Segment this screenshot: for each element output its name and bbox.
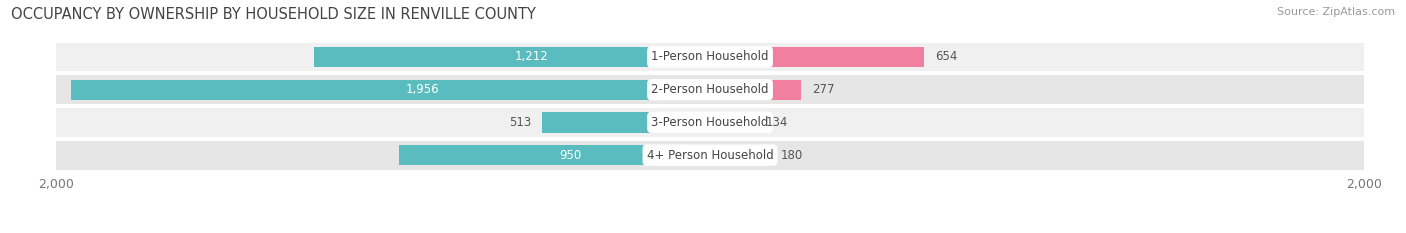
Text: 654: 654 bbox=[935, 50, 957, 63]
Bar bbox=[543, 112, 710, 133]
Text: 3-Person Household: 3-Person Household bbox=[651, 116, 769, 129]
Bar bbox=[710, 112, 754, 133]
Text: 1,212: 1,212 bbox=[515, 50, 548, 63]
Bar bbox=[56, 108, 1364, 137]
Bar bbox=[710, 145, 769, 165]
Text: 1,956: 1,956 bbox=[405, 83, 439, 96]
Bar bbox=[70, 79, 710, 100]
Bar bbox=[710, 47, 924, 67]
Text: 134: 134 bbox=[765, 116, 787, 129]
Text: OCCUPANCY BY OWNERSHIP BY HOUSEHOLD SIZE IN RENVILLE COUNTY: OCCUPANCY BY OWNERSHIP BY HOUSEHOLD SIZE… bbox=[11, 7, 536, 22]
Text: 2-Person Household: 2-Person Household bbox=[651, 83, 769, 96]
Bar bbox=[399, 145, 710, 165]
Bar bbox=[56, 75, 1364, 104]
Text: 950: 950 bbox=[560, 149, 582, 162]
Text: 4+ Person Household: 4+ Person Household bbox=[647, 149, 773, 162]
Text: 513: 513 bbox=[509, 116, 531, 129]
Text: Source: ZipAtlas.com: Source: ZipAtlas.com bbox=[1277, 7, 1395, 17]
Bar bbox=[314, 47, 710, 67]
Bar bbox=[56, 141, 1364, 170]
Text: 277: 277 bbox=[813, 83, 835, 96]
Text: 180: 180 bbox=[780, 149, 803, 162]
Text: 1-Person Household: 1-Person Household bbox=[651, 50, 769, 63]
Bar bbox=[56, 42, 1364, 71]
Bar bbox=[710, 79, 800, 100]
